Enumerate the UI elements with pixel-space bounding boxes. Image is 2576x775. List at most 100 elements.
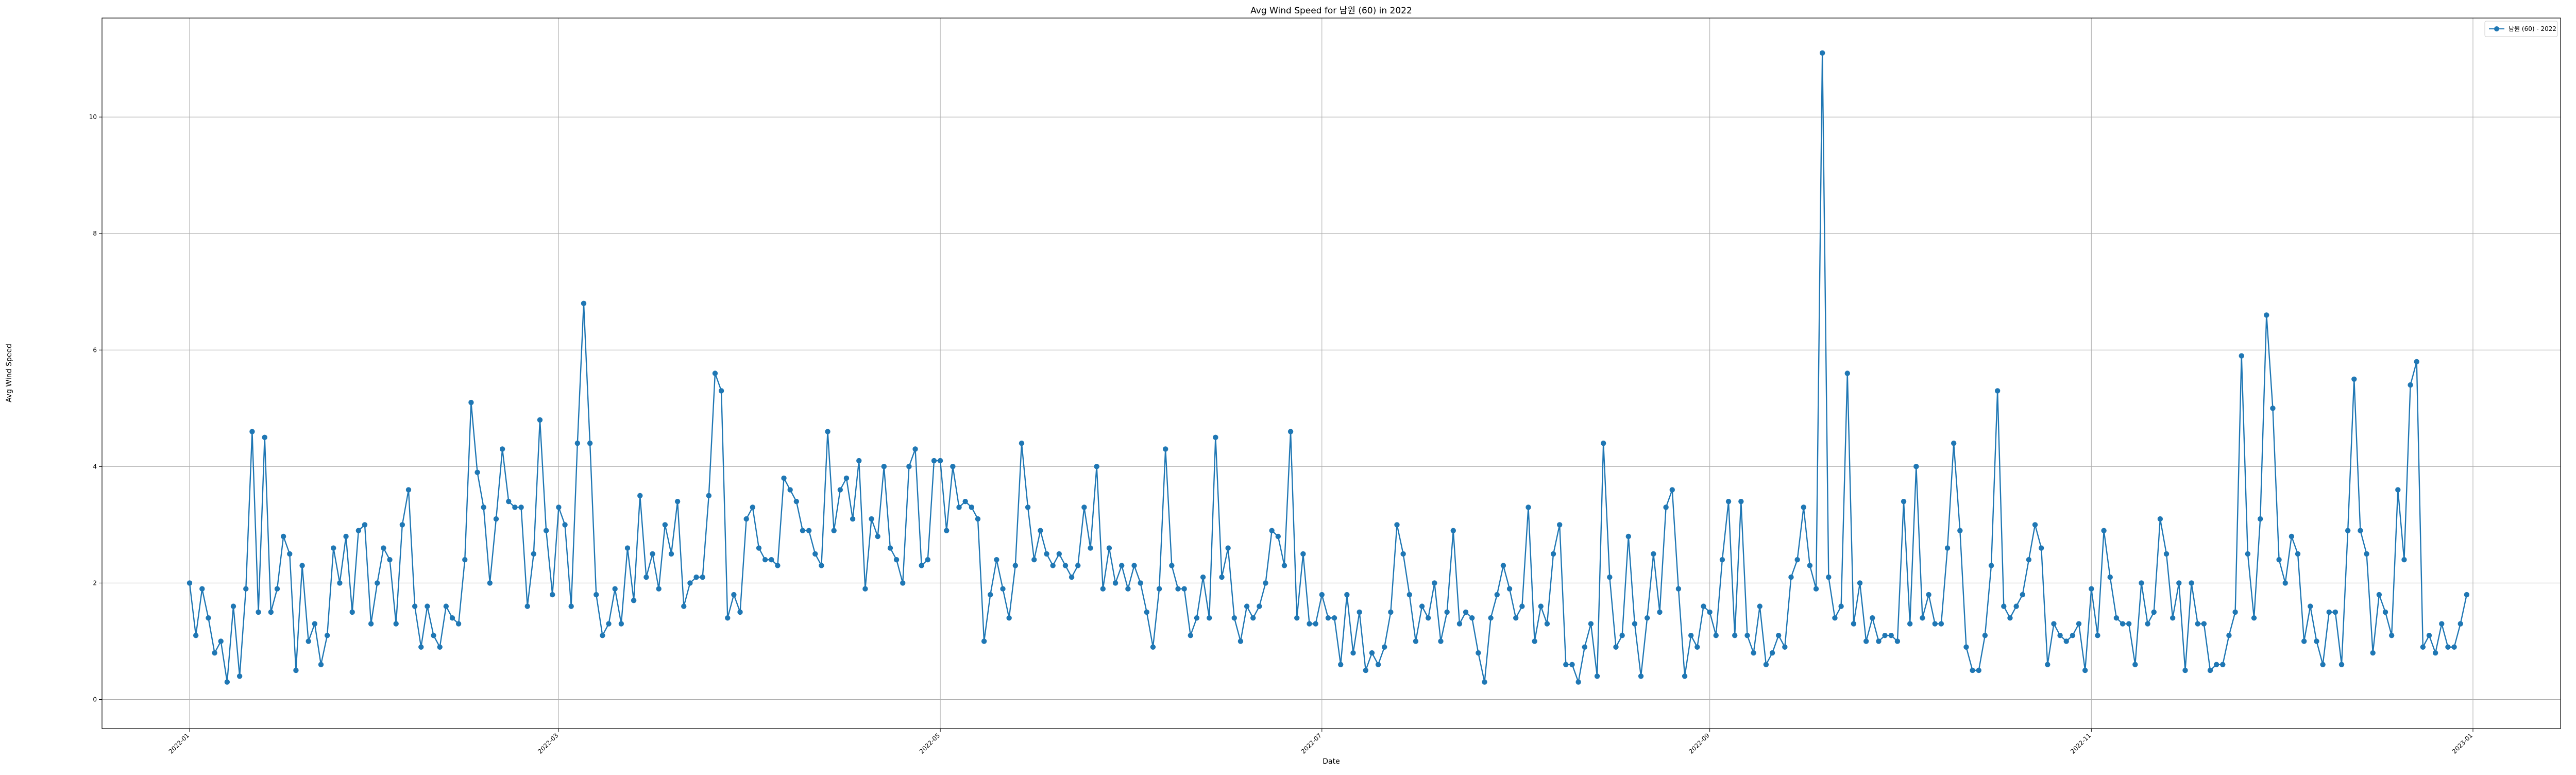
data-point (1081, 504, 1087, 510)
data-point (2289, 533, 2295, 540)
legend-series-label: 남원 (60) - 2022 (2509, 25, 2556, 32)
data-point (2376, 592, 2382, 598)
data-point (318, 662, 324, 667)
data-point (474, 469, 480, 475)
data-point (969, 504, 975, 510)
data-point (2388, 632, 2395, 638)
data-point (274, 586, 280, 592)
data-point (756, 545, 762, 551)
data-point (737, 609, 743, 615)
data-point (1413, 638, 1419, 644)
data-point (831, 528, 837, 533)
data-point (1519, 603, 1525, 609)
data-point (2089, 586, 2094, 592)
data-point (1263, 580, 1268, 586)
data-point (825, 429, 831, 434)
data-point (1694, 644, 1700, 650)
data-point (487, 580, 493, 586)
data-point (1613, 644, 1619, 650)
data-point (1607, 574, 1613, 580)
data-point (418, 644, 424, 650)
data-point (524, 603, 530, 609)
data-point (2213, 662, 2219, 667)
data-point (1550, 551, 1556, 557)
data-point (256, 609, 261, 615)
data-point (2308, 603, 2313, 609)
data-point (1112, 580, 1118, 586)
data-point (1988, 563, 1994, 568)
data-point (693, 574, 699, 580)
data-point (1382, 644, 1387, 650)
data-point (199, 586, 205, 592)
data-point (806, 528, 812, 533)
data-point (1287, 429, 1294, 434)
data-point (1932, 621, 1938, 627)
data-point (1625, 533, 1631, 540)
data-point (362, 522, 368, 528)
data-point (2126, 621, 2132, 627)
data-point (1751, 650, 1756, 656)
data-point (2257, 516, 2263, 522)
data-point (193, 632, 199, 638)
data-point (2195, 621, 2200, 627)
data-point (1088, 545, 1093, 551)
data-point (1163, 446, 1168, 452)
data-point (2132, 662, 2138, 667)
data-point (218, 638, 224, 644)
data-point (1963, 644, 1969, 650)
data-point (443, 603, 449, 609)
data-point (2276, 557, 2282, 563)
data-point (1494, 592, 1500, 598)
data-point (562, 522, 568, 528)
data-point (1982, 632, 1988, 638)
data-point (2251, 615, 2257, 621)
data-point (1801, 504, 1806, 510)
data-point (2095, 632, 2100, 638)
data-point (581, 300, 587, 307)
data-point (1920, 615, 1925, 621)
data-point (587, 440, 593, 446)
data-point (405, 487, 412, 493)
y-tick-label: 0 (93, 696, 97, 703)
y-tick-label: 10 (89, 113, 97, 121)
data-point (1876, 638, 1882, 644)
data-point (556, 504, 562, 510)
data-point (381, 545, 386, 551)
data-point (956, 504, 962, 510)
data-point (1432, 580, 1437, 586)
data-point (1619, 632, 1625, 638)
data-point (206, 615, 211, 621)
data-point (2426, 632, 2432, 638)
data-point (1125, 586, 1131, 592)
data-point (1645, 615, 1650, 621)
data-point (2370, 650, 2376, 656)
data-point (1638, 673, 1644, 679)
data-point (856, 458, 862, 464)
data-point (681, 603, 687, 609)
data-point (631, 598, 637, 603)
data-point (1682, 673, 1688, 679)
data-point (2170, 615, 2176, 621)
data-point (2063, 638, 2069, 644)
data-point (462, 557, 468, 563)
data-point (1488, 615, 1494, 621)
data-point (743, 516, 749, 522)
data-point (988, 592, 993, 598)
data-point (900, 580, 906, 586)
data-point (1369, 650, 1375, 656)
data-point (2007, 615, 2013, 621)
data-point (1725, 498, 1732, 504)
data-point (600, 632, 605, 638)
data-point (1782, 644, 1788, 650)
data-point (1144, 609, 1149, 615)
chart-title: Avg Wind Speed for 남원 (60) in 2022 (1250, 6, 1412, 16)
data-point (230, 603, 236, 609)
y-axis-label: Avg Wind Speed (5, 344, 13, 402)
data-point (1275, 533, 1281, 540)
data-point (393, 621, 399, 627)
data-point (950, 464, 956, 469)
data-point (1394, 522, 1400, 528)
data-point (1331, 615, 1337, 621)
data-point (2314, 638, 2319, 644)
data-point (1344, 592, 1350, 598)
